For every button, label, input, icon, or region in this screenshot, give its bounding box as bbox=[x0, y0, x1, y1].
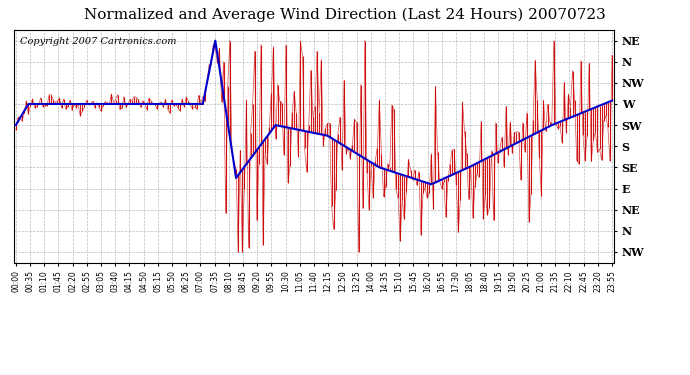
Text: Copyright 2007 Cartronics.com: Copyright 2007 Cartronics.com bbox=[20, 37, 177, 46]
Text: Normalized and Average Wind Direction (Last 24 Hours) 20070723: Normalized and Average Wind Direction (L… bbox=[84, 8, 606, 22]
